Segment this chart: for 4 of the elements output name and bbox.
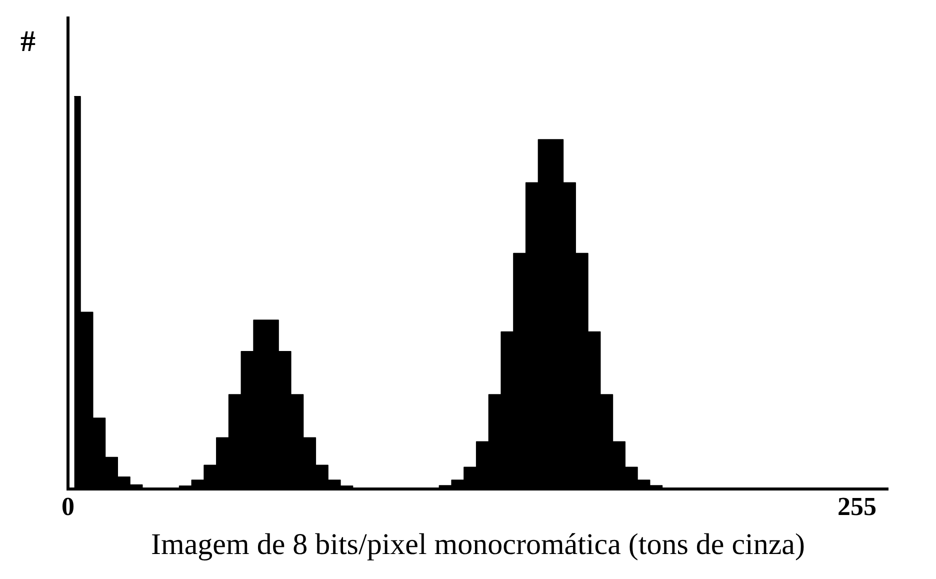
x-tick-label: 255: [838, 492, 877, 522]
y-axis-title: #: [20, 24, 36, 58]
x-axis-title: Imagem de 8 bits/pixel monocromática (tons de cinza): [151, 528, 805, 561]
x-tick-label: 0: [62, 492, 74, 522]
